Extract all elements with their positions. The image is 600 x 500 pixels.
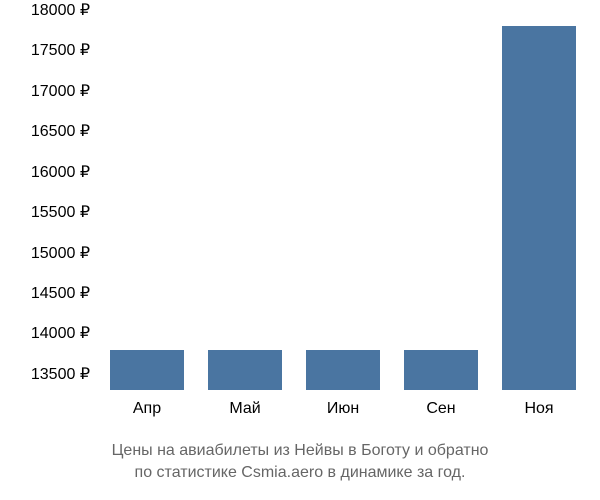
price-chart: 13500 ₽ 14000 ₽ 14500 ₽ 15000 ₽ 15500 ₽ 16000… [0, 0, 600, 500]
y-tick-label: 15000 ₽ [31, 243, 90, 263]
x-tick-label: Июн [327, 400, 359, 418]
x-tick-label: Сен [426, 400, 455, 418]
y-axis: 13500 ₽ 14000 ₽ 14500 ₽ 15000 ₽ 15500 ₽ 16000… [0, 0, 95, 400]
caption-line2: по статистике Csmia.aero в динамике за г… [0, 462, 600, 484]
bar [306, 350, 380, 390]
bar [208, 350, 282, 390]
caption-line1: Цены на авиабилеты из Нейвы в Боготу и о… [0, 440, 600, 462]
bar [502, 26, 576, 390]
x-tick-label: Апр [133, 400, 161, 418]
y-tick-label: 17000 ₽ [31, 81, 90, 101]
y-tick-label: 13500 ₽ [31, 364, 90, 384]
y-tick-label: 14000 ₽ [31, 323, 90, 343]
bar [110, 350, 184, 390]
y-tick-label: 18000 ₽ [31, 0, 90, 20]
y-tick-label: 14500 ₽ [31, 283, 90, 303]
plot-area [98, 10, 588, 390]
x-tick-label: Ноя [524, 400, 553, 418]
y-tick-label: 15500 ₽ [31, 202, 90, 222]
y-tick-label: 16500 ₽ [31, 121, 90, 141]
x-tick-label: Май [229, 400, 260, 418]
y-tick-label: 16000 ₽ [31, 162, 90, 182]
chart-caption: Цены на авиабилеты из Нейвы в Боготу и о… [0, 440, 600, 485]
y-tick-label: 17500 ₽ [31, 40, 90, 60]
x-axis: Апр Май Июн Сен Ноя [98, 395, 588, 425]
bar [404, 350, 478, 390]
